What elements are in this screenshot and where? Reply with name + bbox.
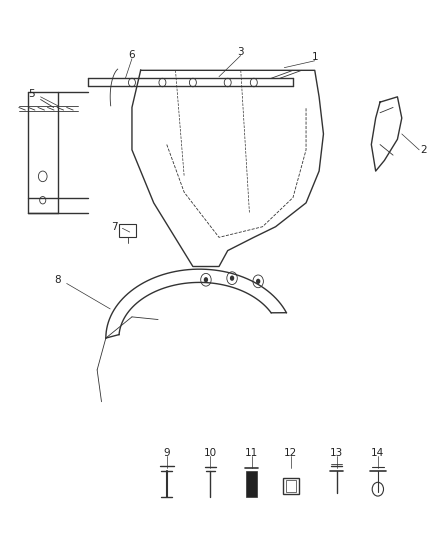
Text: 2: 2 xyxy=(420,145,427,155)
Circle shape xyxy=(256,279,260,284)
Text: 9: 9 xyxy=(163,448,170,458)
Text: 7: 7 xyxy=(111,222,118,232)
Text: 13: 13 xyxy=(330,448,343,458)
Text: 5: 5 xyxy=(28,89,35,99)
Text: 14: 14 xyxy=(371,448,385,458)
Circle shape xyxy=(230,276,234,281)
Text: 1: 1 xyxy=(311,52,318,62)
Circle shape xyxy=(204,277,208,282)
Text: 8: 8 xyxy=(55,274,61,285)
Text: 10: 10 xyxy=(204,448,217,458)
Text: 12: 12 xyxy=(284,448,297,458)
FancyBboxPatch shape xyxy=(247,471,257,497)
Text: 3: 3 xyxy=(237,47,244,56)
Text: 11: 11 xyxy=(245,448,258,458)
Text: 6: 6 xyxy=(129,51,135,60)
